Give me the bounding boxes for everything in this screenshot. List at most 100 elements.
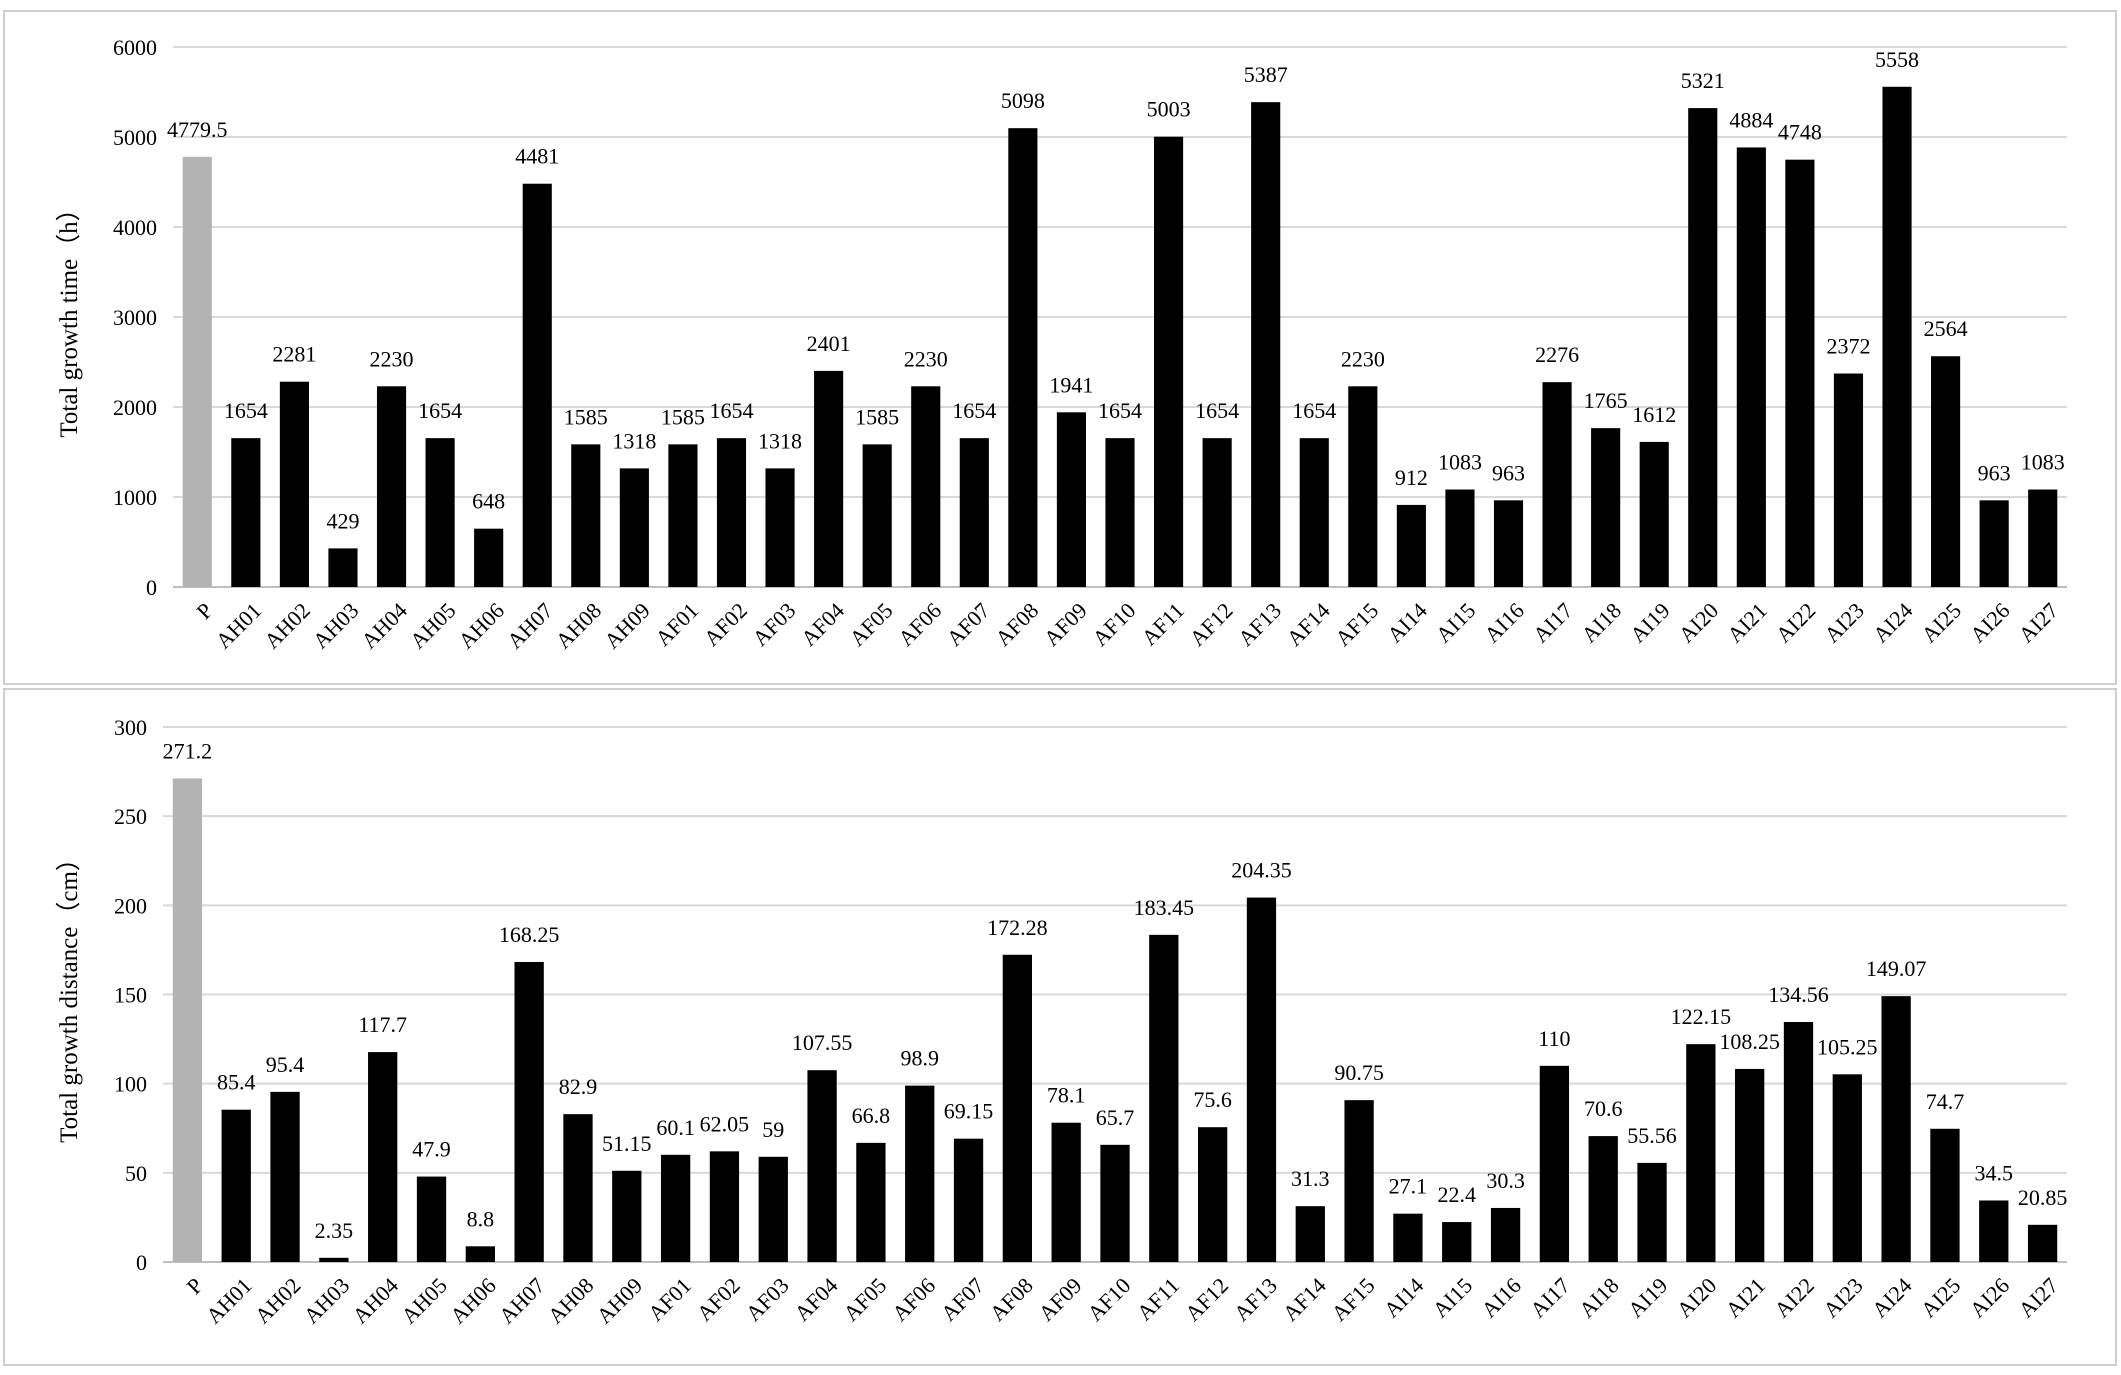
growth-time-category-label: AF06 <box>893 598 946 651</box>
growth-distance-category-label: AI22 <box>1769 1273 1819 1323</box>
growth-time-y-tick-label: 4000 <box>113 215 157 240</box>
growth-distance-category-label: AI23 <box>1818 1273 1868 1323</box>
growth-time-category-label: AH07 <box>502 598 558 654</box>
growth-time-category-label: AI24 <box>1868 598 1918 648</box>
growth-time-data-label: 1654 <box>1292 398 1336 423</box>
growth-distance-bar-af15 <box>1344 1100 1374 1262</box>
growth-time-bar-ai14 <box>1396 504 1426 587</box>
growth-time-category-label: AI20 <box>1674 598 1724 648</box>
growth-time-bar-af04 <box>814 370 844 587</box>
growth-distance-data-label: 74.7 <box>1926 1089 1965 1114</box>
growth-distance-category-label: AF08 <box>985 1273 1038 1326</box>
growth-time-y-tick-label: 0 <box>146 575 157 600</box>
growth-time-bar-ai21 <box>1736 147 1766 587</box>
growth-distance-bar-ah07 <box>514 961 544 1262</box>
growth-distance-category-label: AI15 <box>1428 1273 1478 1323</box>
growth-time-category-label: AF14 <box>1282 598 1335 651</box>
growth-time-category-label: AF05 <box>844 598 897 651</box>
growth-time-category-label: AI14 <box>1382 598 1432 648</box>
growth-time-category-label: AF03 <box>747 598 800 651</box>
growth-time-category-label: P <box>191 598 217 624</box>
growth-distance-bar-af08 <box>1002 954 1033 1262</box>
growth-distance-bar-ai19 <box>1637 1162 1667 1262</box>
growth-time-data-label: 1941 <box>1049 372 1093 397</box>
growth-time-y-tick-label: 5000 <box>113 125 157 150</box>
growth-distance-y-tick-label: 50 <box>125 1161 147 1186</box>
growth-time-y-tick-label: 6000 <box>113 35 157 60</box>
growth-distance-category-label: AI14 <box>1379 1273 1429 1323</box>
growth-distance-bar-ah08 <box>563 1114 593 1262</box>
growth-time-chart-panel: 0 1000 2000 3000 4000 5000 6000 Total growth ti… <box>3 10 2117 685</box>
growth-time-category-label: AF10 <box>1087 598 1140 651</box>
growth-distance-data-label: 149.07 <box>1866 956 1927 981</box>
growth-time-bar-ah02 <box>279 381 309 587</box>
growth-time-category-label: AI26 <box>1965 598 2015 648</box>
growth-time-bar-ah06 <box>474 528 504 587</box>
growth-time-data-label: 2230 <box>370 346 414 371</box>
growth-time-chart: 0 1000 2000 3000 4000 5000 6000 Total growth ti… <box>55 35 2067 654</box>
growth-time-category-label: AF01 <box>650 598 703 651</box>
growth-distance-bar-af13 <box>1246 897 1277 1262</box>
growth-distance-y-tick-label: 200 <box>114 893 147 918</box>
growth-time-data-label: 5558 <box>1875 47 1919 72</box>
growth-time-data-label: 1654 <box>1098 398 1142 423</box>
growth-time-data-label: 963 <box>1978 460 2011 485</box>
growth-distance-category-label: AF01 <box>643 1273 696 1326</box>
growth-time-bar-ai20 <box>1688 108 1718 588</box>
growth-distance-bar-ai22 <box>1783 1022 1814 1262</box>
growth-distance-category-label: AF07 <box>936 1273 989 1326</box>
growth-time-bar-af01 <box>668 444 698 587</box>
growth-time-category-label: AF04 <box>796 598 849 651</box>
growth-time-bar-ai16 <box>1493 500 1524 587</box>
growth-distance-category-label: AI19 <box>1623 1273 1673 1323</box>
growth-distance-bar-p <box>172 778 203 1262</box>
growth-distance-bar-ai21 <box>1735 1068 1765 1262</box>
growth-distance-category-label: AI17 <box>1525 1273 1575 1323</box>
growth-distance-y-tick-label: 250 <box>114 804 147 829</box>
growth-time-data-label: 2401 <box>807 331 851 356</box>
growth-time-category-label: AF13 <box>1233 598 1286 651</box>
growth-distance-bar-af11 <box>1149 934 1179 1262</box>
growth-distance-y-tick-label: 300 <box>114 715 147 740</box>
growth-distance-category-label: AF04 <box>789 1273 842 1326</box>
growth-time-data-label: 1318 <box>612 428 656 453</box>
growth-distance-data-label: 66.8 <box>852 1103 891 1128</box>
growth-distance-data-label: 183.45 <box>1134 895 1195 920</box>
growth-time-data-label: 912 <box>1395 465 1428 490</box>
growth-time-bar-af10 <box>1105 438 1135 587</box>
growth-time-category-label: AI15 <box>1431 598 1481 648</box>
growth-distance-category-label: AI24 <box>1867 1273 1917 1323</box>
growth-distance-category-label: AH09 <box>592 1273 648 1329</box>
growth-time-bar-ai22 <box>1785 159 1815 587</box>
growth-distance-data-label: 22.4 <box>1437 1182 1476 1207</box>
growth-time-data-label: 1654 <box>224 398 268 423</box>
growth-distance-chart: 0 50 100 150 200 250 300 Total growth distance（… <box>55 715 2067 1329</box>
growth-distance-data-label: 98.9 <box>900 1046 939 1071</box>
growth-distance-data-label: 117.7 <box>358 1012 407 1037</box>
growth-distance-data-label: 108.25 <box>1719 1029 1780 1054</box>
growth-distance-data-label: 204.35 <box>1231 858 1292 883</box>
growth-time-bar-af09 <box>1056 412 1087 587</box>
growth-distance-category-label: AF03 <box>741 1273 794 1326</box>
growth-distance-data-label: 172.28 <box>987 915 1048 940</box>
growth-distance-category-label: AH04 <box>347 1273 403 1329</box>
growth-distance-bar-ai27 <box>2027 1224 2058 1262</box>
growth-distance-category-label: AH08 <box>543 1273 599 1329</box>
growth-time-bar-ai27 <box>2028 489 2058 587</box>
growth-distance-data-label: 82.9 <box>559 1074 598 1099</box>
growth-distance-data-label: 85.4 <box>217 1070 256 1095</box>
growth-distance-bar-ai24 <box>1881 996 1911 1262</box>
growth-time-bar-af02 <box>716 438 747 587</box>
growth-distance-data-label: 2.35 <box>315 1218 354 1243</box>
growth-time-category-label: AH02 <box>259 598 315 654</box>
growth-distance-bar-ai14 <box>1393 1213 1423 1262</box>
growth-time-bar-ai24 <box>1882 86 1912 587</box>
growth-time-category-label: AF02 <box>699 598 752 651</box>
growth-time-bar-ai23 <box>1833 373 1864 587</box>
growth-time-category-label: AI27 <box>2013 598 2063 648</box>
growth-distance-bar-ah06 <box>465 1246 495 1262</box>
growth-distance-category-label: AF11 <box>1132 1273 1185 1326</box>
growth-distance-bar-ah09 <box>612 1170 642 1262</box>
growth-distance-y-tick-label: 150 <box>114 983 147 1008</box>
growth-time-y-tick-label: 2000 <box>113 395 157 420</box>
